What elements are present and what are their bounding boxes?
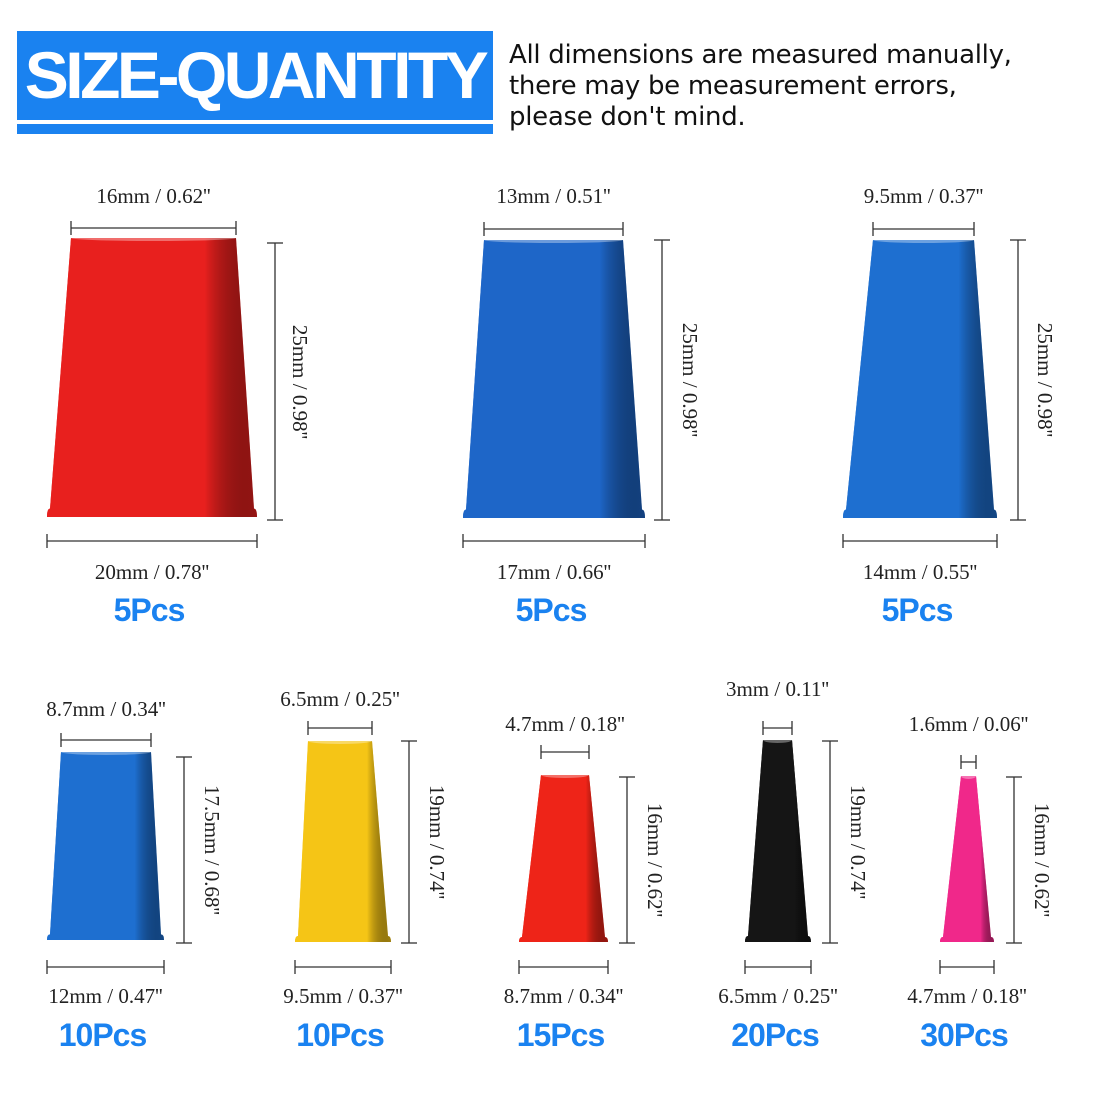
height-label: 25mm / 0.98'' xyxy=(288,324,312,439)
bottom-diameter-label: 8.7mm / 0.34'' xyxy=(503,984,624,1008)
stopper-shading xyxy=(519,775,608,942)
top-diameter-label: 6.5mm / 0.25'' xyxy=(280,687,400,711)
top-diameter-label: 8.7mm / 0.34'' xyxy=(46,697,166,721)
quantity-label: 5Pcs xyxy=(881,592,954,628)
stopper-top-face xyxy=(541,772,589,778)
quantity-label: 5Pcs xyxy=(113,592,186,628)
stopper-shading xyxy=(295,741,391,942)
height-label: 25mm / 0.98'' xyxy=(1033,322,1057,438)
stopper-top-face xyxy=(71,235,236,241)
top-diameter-label: 3mm / 0.11'' xyxy=(725,677,830,701)
stopper-shading xyxy=(843,240,997,518)
top-diameter-label: 1.6mm / 0.06'' xyxy=(908,712,1029,736)
quantity-label: 20Pcs xyxy=(731,1017,820,1053)
stopper-shading xyxy=(745,740,811,942)
bottom-diameter-label: 12mm / 0.47'' xyxy=(48,984,163,1008)
quantity-label: 15Pcs xyxy=(516,1017,606,1053)
bottom-diameter-label: 4.7mm / 0.18'' xyxy=(907,984,1027,1008)
title-banner: SIZE-QUANTITY xyxy=(17,31,493,120)
height-label: 17.5mm / 0.68'' xyxy=(200,784,224,916)
height-label: 25mm / 0.98'' xyxy=(678,322,702,438)
bottom-diameter-label: 17mm / 0.66'' xyxy=(496,560,612,584)
height-label: 16mm / 0.62'' xyxy=(1030,802,1054,918)
top-diameter-label: 4.7mm / 0.18'' xyxy=(505,712,625,736)
top-diameter-label: 9.5mm / 0.37'' xyxy=(863,184,984,208)
stopper-top-face xyxy=(873,237,974,243)
stopper-shading xyxy=(463,240,645,518)
height-label: 19mm / 0.74'' xyxy=(425,784,449,900)
stopper-shading xyxy=(940,776,994,942)
quantity-label: 10Pcs xyxy=(58,1017,148,1053)
stopper-top-face xyxy=(484,237,623,243)
stopper-top-face xyxy=(61,749,151,755)
stopper-shading xyxy=(47,238,257,517)
stopper-shading xyxy=(47,752,164,940)
measurement-note: All dimensions are measured manually, th… xyxy=(509,40,1012,132)
banner-title: SIZE-QUANTITY xyxy=(24,38,489,112)
top-diameter-label: 13mm / 0.51'' xyxy=(496,184,611,208)
quantity-label: 30Pcs xyxy=(920,1017,1009,1053)
quantity-label: 10Pcs xyxy=(296,1017,385,1053)
bottom-diameter-label: 6.5mm / 0.25'' xyxy=(718,984,838,1008)
stopper-top-face xyxy=(763,737,792,743)
bottom-diameter-label: 14mm / 0.55'' xyxy=(862,560,978,584)
bottom-diameter-label: 20mm / 0.78'' xyxy=(94,560,210,584)
stopper-top-face xyxy=(308,738,372,744)
bottom-diameter-label: 9.5mm / 0.37'' xyxy=(283,984,403,1008)
quantity-label: 5Pcs xyxy=(515,592,588,628)
top-diameter-label: 16mm / 0.62'' xyxy=(96,184,211,208)
banner-underline xyxy=(17,124,493,134)
height-label: 19mm / 0.74'' xyxy=(846,784,870,900)
height-label: 16mm / 0.62'' xyxy=(643,802,667,918)
stopper-top-face xyxy=(961,773,976,779)
